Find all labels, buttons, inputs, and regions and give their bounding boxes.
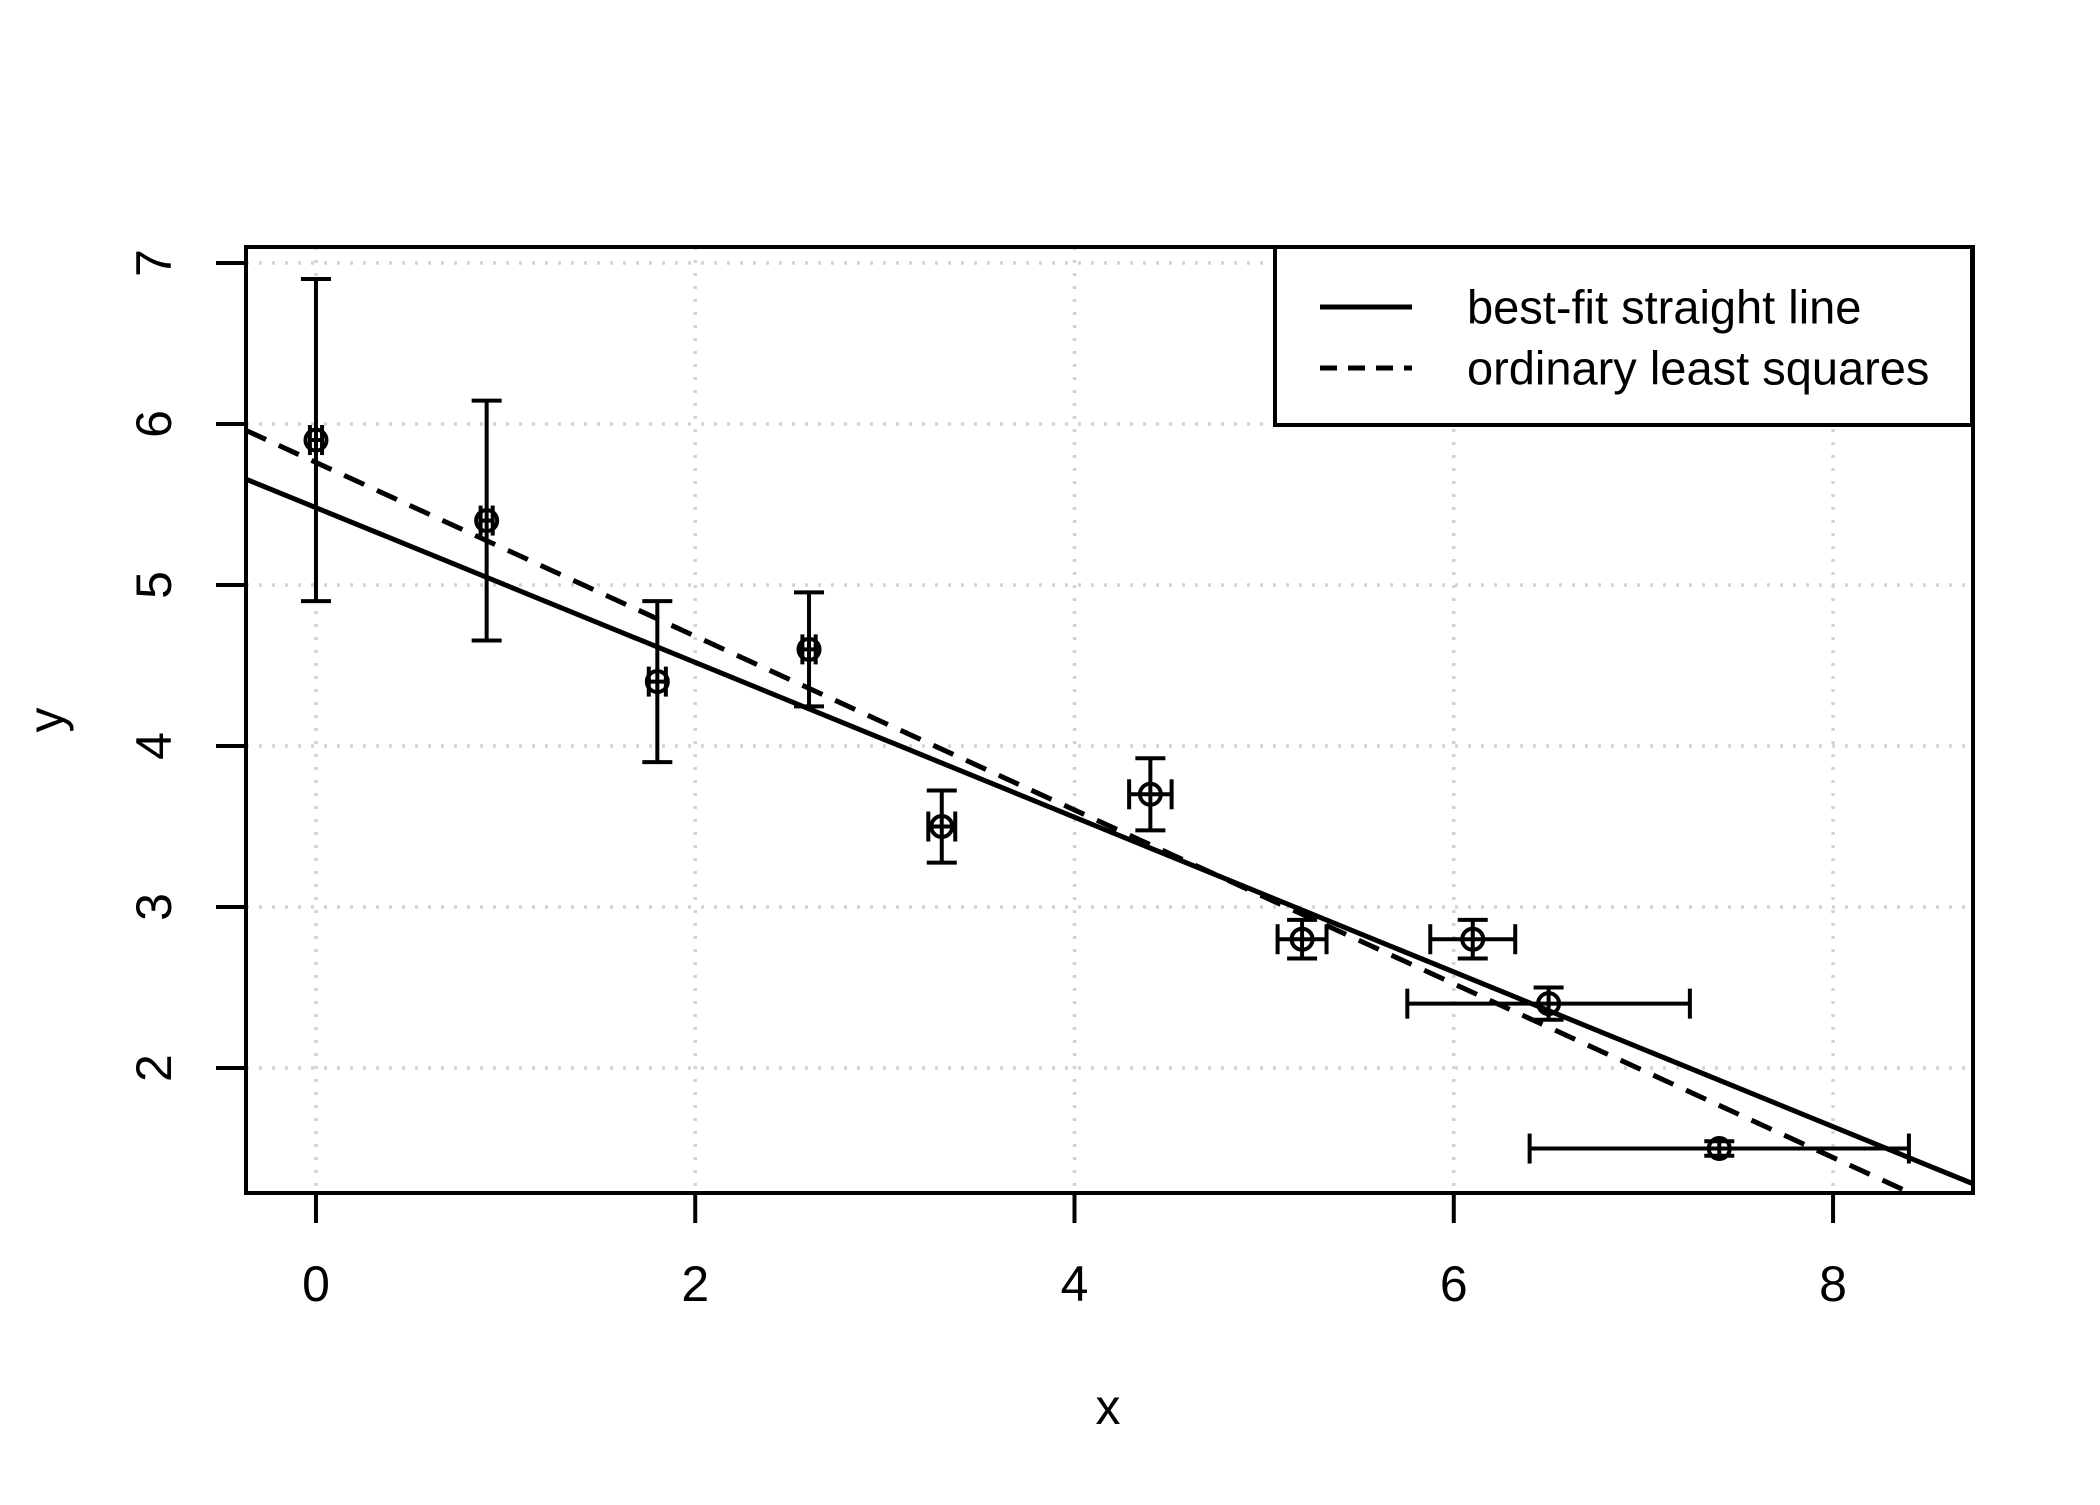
y-tick-label: 6 (126, 410, 182, 438)
x-tick-label: 0 (302, 1256, 330, 1312)
axes: 0 2 4 6 8 2 3 4 5 6 7 (126, 249, 1847, 1312)
y-tick-label: 2 (126, 1054, 182, 1082)
data-point-marker (1460, 926, 1486, 952)
data-point (1428, 917, 1518, 961)
x-tick-label: 8 (1819, 1256, 1847, 1312)
data-point (642, 599, 673, 765)
data-point-marker (1706, 1136, 1732, 1162)
data-points (300, 277, 1911, 1164)
legend: best-fit straight line ordinary least sq… (1273, 245, 1974, 427)
ols-line (246, 428, 1917, 1193)
data-point (1127, 756, 1174, 833)
y-tick-label: 4 (126, 732, 182, 760)
x-axis-title: x (1096, 1379, 1121, 1435)
data-point-marker (1137, 781, 1163, 807)
y-axis-title: y (18, 708, 74, 733)
data-point (1405, 985, 1692, 1022)
data-point-marker (796, 636, 822, 662)
data-point (471, 398, 502, 643)
best-fit-line (246, 476, 1973, 1187)
data-point-marker (474, 508, 500, 534)
data-point (1527, 1133, 1911, 1164)
data-point (1275, 917, 1329, 961)
fit-lines (246, 428, 1973, 1193)
data-point-marker (1289, 926, 1315, 952)
data-point (926, 788, 958, 865)
data-point-marker (929, 814, 955, 840)
y-tick-label: 7 (126, 249, 182, 277)
x-tick-label: 6 (1440, 1256, 1468, 1312)
x-tick-label: 2 (681, 1256, 709, 1312)
data-point-marker (303, 427, 329, 453)
y-tick-label: 5 (126, 571, 182, 599)
x-tick-label: 4 (1061, 1256, 1089, 1312)
y-tick-label: 3 (126, 893, 182, 921)
data-point (300, 277, 331, 604)
legend-label-ols: ordinary least squares (1467, 342, 1929, 395)
legend-label-best-fit: best-fit straight line (1467, 281, 1861, 334)
data-point-marker (644, 669, 670, 695)
legend-box (1273, 245, 1974, 427)
plot-border (244, 245, 1975, 1195)
